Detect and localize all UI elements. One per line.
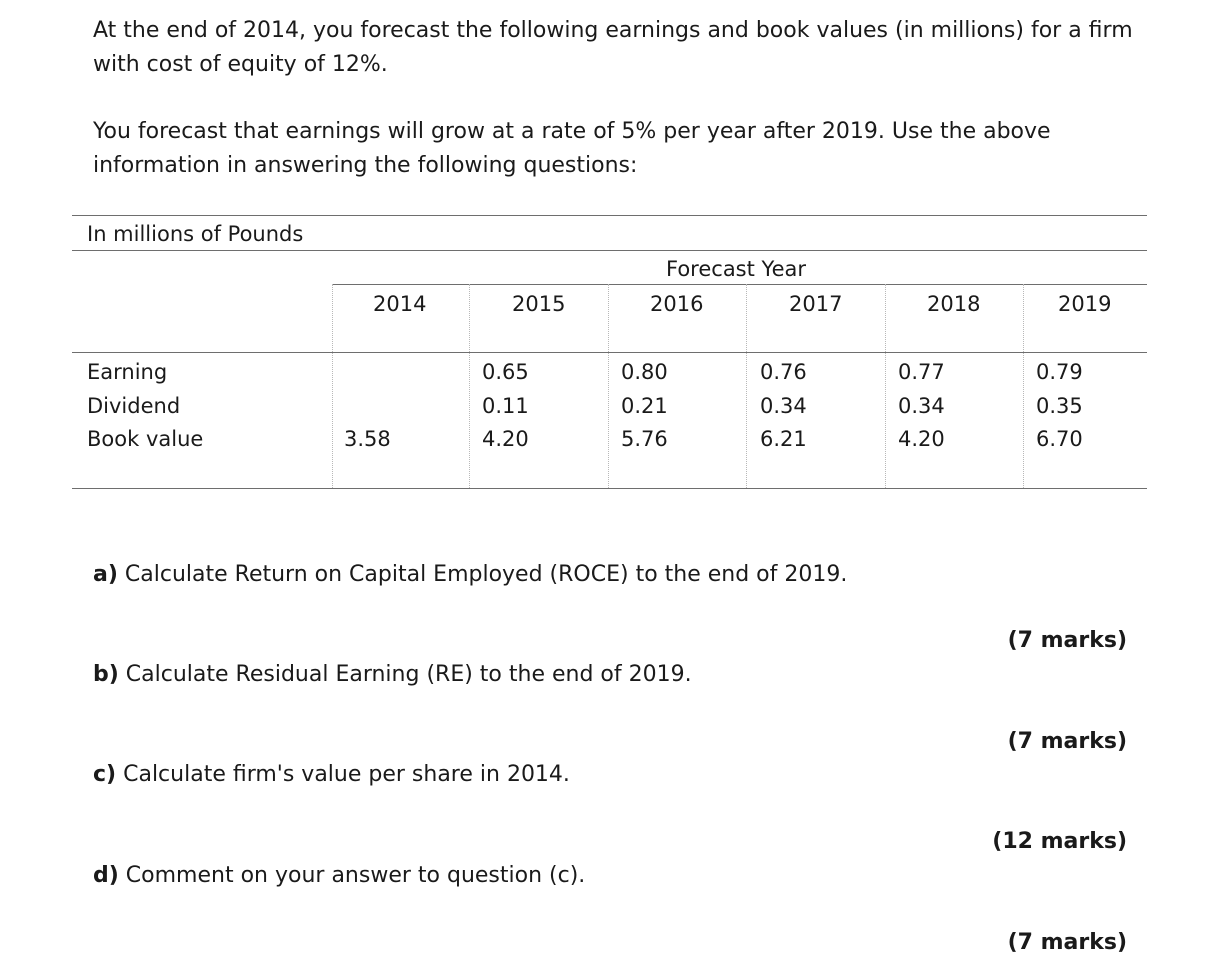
question-letter: b): [93, 662, 119, 687]
table-cell: 6.21: [760, 427, 807, 451]
question-text: Calculate firm's value per share in 2014…: [116, 762, 570, 787]
year-header: 2015: [512, 292, 566, 316]
table-cell: 0.34: [760, 394, 807, 418]
table-cell: 3.58: [344, 427, 391, 451]
forecast-year-rule: [332, 284, 1147, 285]
table-body-rule: [72, 352, 1147, 353]
table-cell: 0.79: [1036, 360, 1083, 384]
column-divider: [332, 284, 333, 488]
table-cell: 0.35: [1036, 394, 1083, 418]
row-label: Dividend: [87, 394, 181, 418]
forecast-year-header: Forecast Year: [666, 257, 806, 281]
column-divider: [1023, 284, 1024, 488]
column-divider: [469, 284, 470, 488]
row-label: Book value: [87, 427, 204, 451]
table-cell: 6.70: [1036, 427, 1083, 451]
table-cell: 0.34: [898, 394, 945, 418]
year-header: 2016: [650, 292, 704, 316]
table-header-rule: [72, 250, 1147, 251]
intro-paragraph-2: You forecast that earnings will grow at …: [93, 119, 1051, 178]
row-label: Earning: [87, 360, 168, 384]
table-cell: 0.21: [621, 394, 668, 418]
question-a: a) Calculate Return on Capital Employed …: [93, 560, 847, 590]
marks-d: (7 marks): [1007, 930, 1127, 955]
question-letter: a): [93, 562, 118, 587]
table-cell: 0.76: [760, 360, 807, 384]
marks-b: (7 marks): [1007, 729, 1127, 754]
column-divider: [746, 284, 747, 488]
year-header: 2014: [373, 292, 427, 316]
question-c: c) Calculate firm's value per share in 2…: [93, 760, 570, 790]
column-divider: [608, 284, 609, 488]
table-cell: 0.80: [621, 360, 668, 384]
column-divider: [885, 284, 886, 488]
table-top-rule: [72, 215, 1147, 216]
year-header: 2019: [1058, 292, 1112, 316]
table-bottom-rule: [72, 488, 1147, 489]
table-cell: 0.65: [482, 360, 529, 384]
table-cell: 0.77: [898, 360, 945, 384]
table-unit-label: In millions of Pounds: [87, 222, 304, 246]
table-cell: 0.11: [482, 394, 529, 418]
question-b: b) Calculate Residual Earning (RE) to th…: [93, 660, 692, 690]
year-header: 2018: [927, 292, 981, 316]
question-text: Comment on your answer to question (c).: [118, 863, 586, 888]
table-cell: 5.76: [621, 427, 668, 451]
question-text: Calculate Residual Earning (RE) to the e…: [118, 662, 692, 687]
marks-a: (7 marks): [1007, 628, 1127, 653]
intro-paragraph-1: At the end of 2014, you forecast the fol…: [93, 18, 1133, 77]
marks-c: (12 marks): [992, 829, 1127, 854]
question-letter: c): [93, 762, 117, 787]
year-header: 2017: [789, 292, 843, 316]
question-d: d) Comment on your answer to question (c…: [93, 861, 585, 891]
table-cell: 4.20: [482, 427, 529, 451]
question-text: Calculate Return on Capital Employed (RO…: [117, 562, 848, 587]
question-letter: d): [93, 863, 119, 888]
table-cell: 4.20: [898, 427, 945, 451]
